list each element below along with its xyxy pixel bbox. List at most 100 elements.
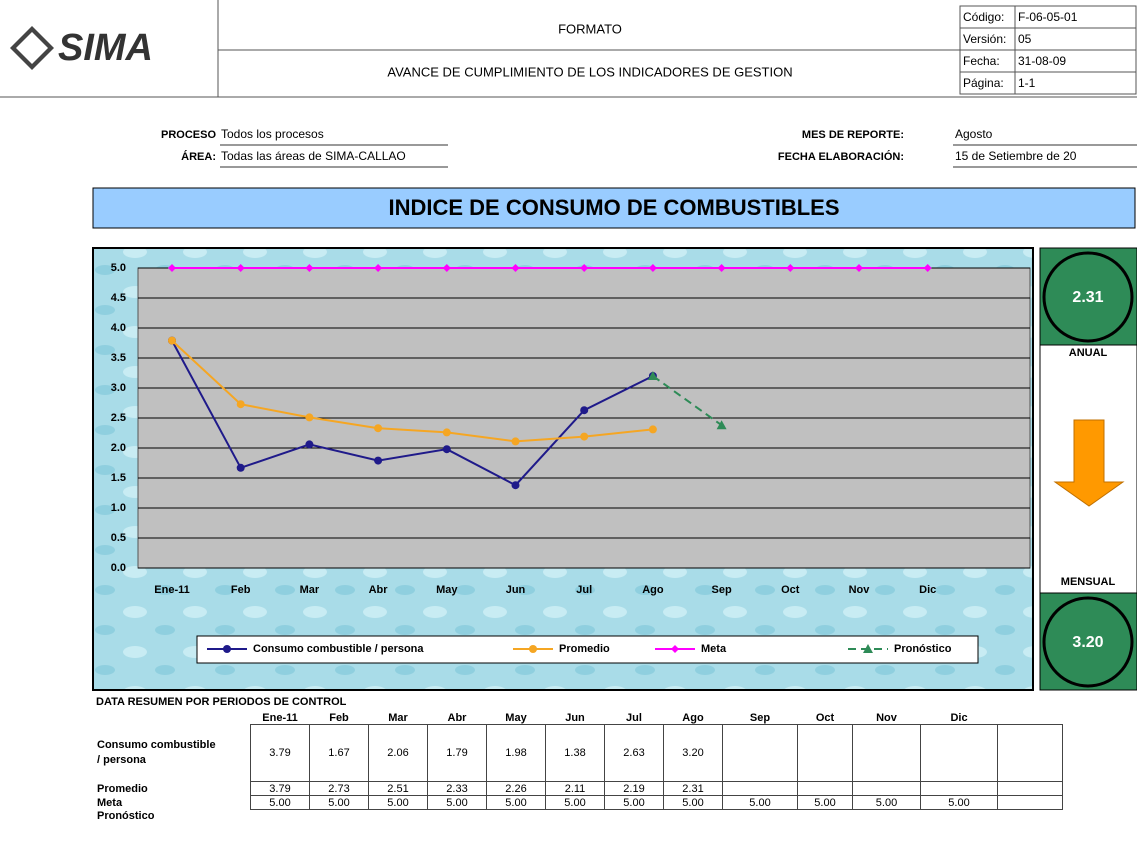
- y-tick-label: 1.0: [111, 502, 126, 514]
- legend-label: Meta: [701, 643, 727, 655]
- trend-arrow: [1053, 419, 1125, 507]
- x-tick-label: Jun: [506, 584, 526, 596]
- cell: 1.79: [427, 724, 487, 782]
- label: FECHA ELABORACIÓN:: [778, 150, 904, 163]
- point: [374, 424, 383, 433]
- column-header: Ago: [682, 711, 704, 724]
- y-tick-label: 4.5: [111, 292, 126, 304]
- cell: [546, 810, 605, 824]
- cell: 2.73: [309, 781, 369, 796]
- x-tick-label: Feb: [231, 584, 251, 596]
- format: FORMATO: [558, 21, 622, 36]
- cell: 2.33: [427, 781, 487, 796]
- point: [648, 264, 657, 272]
- meta-label: Fecha:: [963, 54, 1000, 68]
- cell: 2.51: [368, 781, 428, 796]
- banner-box: [92, 187, 1136, 229]
- y-tick-label: 3.5: [111, 352, 126, 364]
- cell: 1.98: [486, 724, 546, 782]
- value: Agosto: [955, 127, 993, 141]
- cell: [310, 810, 369, 824]
- cell: 2.06: [368, 724, 428, 782]
- point: [168, 264, 176, 272]
- column-header: Jul: [626, 711, 642, 724]
- meta-label: Versión:: [963, 32, 1006, 46]
- legend-marker: [863, 644, 873, 653]
- point: [717, 264, 726, 272]
- row-label: Meta: [97, 796, 123, 809]
- point: [855, 264, 863, 272]
- point: [923, 264, 932, 272]
- point: [305, 440, 314, 449]
- point: [511, 264, 520, 272]
- meta-value: 05: [1018, 32, 1032, 46]
- point: [647, 371, 658, 380]
- cell: [997, 724, 1063, 782]
- series-line: [652, 375, 723, 427]
- cell: [369, 810, 428, 824]
- column-header: Abr: [447, 711, 467, 724]
- mensual-value: 3.20: [1072, 634, 1103, 651]
- cell: [664, 810, 723, 824]
- banner: INDICE DE CONSUMO DE COMBUSTIBLES: [388, 195, 839, 220]
- point: [374, 264, 383, 272]
- cell: 2.31: [663, 781, 723, 796]
- legend-label: Consumo combustible / persona: [253, 643, 424, 655]
- cell: [797, 724, 853, 782]
- cell: 3.20: [663, 724, 723, 782]
- cell: 3.79: [250, 724, 310, 782]
- point: [580, 432, 589, 441]
- y-tick-label: 0.0: [111, 562, 126, 574]
- cell: 5.00: [486, 795, 546, 810]
- meta-label: Página:: [963, 76, 1004, 90]
- data-row: Meta 5.00 5.00 5.00 5.00 5.00 5.00 5.00 5.00 5.00…: [93, 795, 1063, 810]
- point: [168, 336, 176, 345]
- legend-label: Pronóstico: [894, 643, 952, 655]
- column-header: May: [505, 711, 527, 724]
- point: [305, 413, 314, 422]
- point: [442, 264, 451, 272]
- meta-cell: [1014, 71, 1137, 95]
- cell: 5.00: [663, 795, 723, 810]
- label: PROCESO: [161, 129, 216, 141]
- cell: 5.00: [309, 795, 369, 810]
- legend-marker: [223, 645, 231, 653]
- point: [236, 463, 245, 472]
- cell: [920, 724, 998, 782]
- column-header: Mar: [388, 711, 408, 724]
- x-tick-label: Sep: [712, 584, 732, 596]
- y-tick-label: 0.5: [111, 532, 126, 544]
- column-header: Ene-11: [262, 711, 298, 724]
- y-tick-label: 3.0: [111, 382, 126, 394]
- column-header: Nov: [876, 711, 897, 724]
- point: [716, 420, 727, 430]
- value: Todas las áreas de SIMA-CALLAO: [221, 149, 406, 163]
- value: Todos los procesos: [221, 127, 324, 141]
- indicator: [1042, 596, 1134, 688]
- point: [580, 264, 589, 272]
- x-tick-label: Abr: [369, 584, 389, 596]
- point: [442, 428, 451, 437]
- cell: [487, 810, 546, 824]
- point: [580, 406, 589, 415]
- row-label: Pronóstico: [97, 810, 155, 823]
- point: [648, 425, 657, 434]
- data-row: Consumo combustible / persona 3.79 1.67 2.0…: [93, 724, 1063, 782]
- label: ÁREA:: [181, 150, 216, 163]
- column-header: Sep: [749, 711, 771, 724]
- data-row: Pronóstico: [93, 810, 1063, 824]
- cell: [997, 781, 1063, 796]
- legend-box: [196, 635, 979, 664]
- cell: [605, 810, 664, 824]
- x-tick-label: Jul: [576, 584, 592, 596]
- meta-cell: [1014, 27, 1137, 51]
- data-table: Ene-11 Feb Mar Abr May Jun Jul Ago Sep Oct Nov Dic C…: [93, 711, 1063, 823]
- point: [511, 437, 520, 446]
- point: [374, 456, 383, 465]
- cell: 1.67: [309, 724, 369, 782]
- x-tick-label: Oct: [781, 584, 800, 596]
- cell: [920, 781, 998, 796]
- x-tick-label: May: [436, 584, 458, 596]
- cell: [722, 724, 798, 782]
